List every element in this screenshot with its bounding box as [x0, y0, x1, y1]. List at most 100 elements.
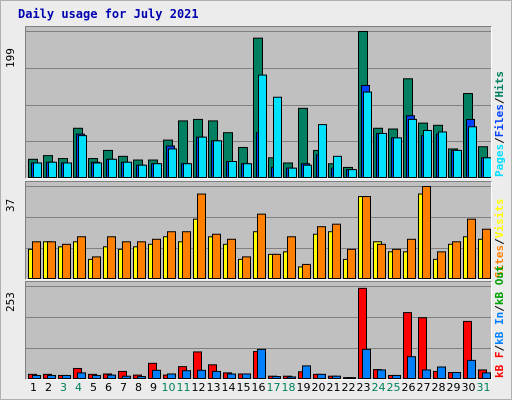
kb-in-bar	[302, 365, 311, 379]
day-label: 13	[206, 381, 221, 394]
sites-bar	[167, 231, 176, 279]
pages-bar	[108, 158, 117, 178]
kb-in-bar	[272, 376, 281, 379]
legend-files: Files	[493, 104, 506, 138]
pages-bar	[213, 140, 222, 178]
pages-bar	[78, 135, 87, 178]
pages-bar	[303, 164, 312, 178]
day-label: 19	[296, 381, 311, 394]
sites-bar	[137, 241, 146, 279]
pages-bar	[363, 91, 372, 178]
sites-bar	[362, 196, 371, 279]
kb-in-bar	[62, 374, 71, 379]
kb-in-bar	[377, 369, 386, 379]
legend-sep: /	[493, 238, 506, 245]
legend-sep: /	[493, 97, 506, 105]
kb-in-bar	[392, 374, 401, 379]
day-label: 27	[416, 381, 431, 394]
visits-max-label: 37	[4, 198, 17, 212]
kb-in-bar	[122, 375, 131, 379]
kb-in-bar	[422, 369, 431, 379]
pages-bar	[93, 162, 102, 178]
pages-bar	[63, 162, 72, 178]
pages-bar	[33, 162, 42, 178]
pages-bar	[288, 167, 297, 178]
legend-kb-f: kB F	[493, 351, 506, 379]
day-label: 24	[371, 381, 386, 394]
kb-in-bar	[362, 348, 371, 379]
pages-bar	[153, 163, 162, 178]
day-label: 16	[251, 381, 266, 394]
pages-bar	[243, 163, 252, 178]
kbytes-legend: kB F/kB In/kB Out	[493, 265, 509, 379]
day-label: 17	[266, 381, 281, 394]
kb-in-bar	[77, 372, 86, 379]
kb-in-bar	[332, 375, 341, 379]
kb-in-bar	[407, 356, 416, 379]
visits-sites-legend: Sites/Visits	[493, 181, 509, 279]
day-label: 10	[161, 381, 176, 394]
sites-bar	[452, 241, 461, 279]
day-label: 20	[311, 381, 326, 394]
day-label: 8	[135, 381, 142, 394]
kb-in-bar	[167, 373, 176, 379]
kbytes-max-label: 253	[4, 292, 17, 312]
kb-in-bar	[92, 374, 101, 379]
pages-bar	[393, 137, 402, 178]
day-label: 1	[30, 381, 37, 394]
kb-in-bar	[212, 370, 221, 379]
sites-bar	[197, 193, 206, 279]
day-label: 30	[461, 381, 476, 394]
sites-bar	[92, 256, 101, 279]
kb-in-bar	[107, 374, 116, 379]
legend-kb-in: kB In	[493, 311, 506, 345]
kb-in-bar	[347, 377, 356, 379]
pages-bar	[438, 131, 447, 178]
day-label: 26	[401, 381, 416, 394]
day-label: 28	[431, 381, 446, 394]
pages-bar	[48, 161, 57, 178]
sites-bar	[152, 238, 161, 279]
sites-bar	[77, 236, 86, 279]
kb-in-bar	[467, 359, 476, 379]
kb-in-bar	[437, 366, 446, 379]
hits-files-pages-legend: Pages/Files/Hits	[493, 26, 509, 177]
sites-bar	[332, 223, 341, 279]
day-label: 3	[60, 381, 67, 394]
day-label: 25	[386, 381, 401, 394]
day-label: 31	[476, 381, 491, 394]
day-label: 29	[446, 381, 461, 394]
day-label: 14	[221, 381, 236, 394]
pages-bar	[483, 157, 491, 178]
kb-in-bar	[32, 374, 41, 379]
day-label: 18	[281, 381, 296, 394]
legend-pages: Pages	[493, 143, 506, 177]
sites-bar	[47, 241, 56, 279]
pages-bar	[138, 164, 147, 178]
kb-in-bar	[137, 376, 146, 379]
day-label: 12	[191, 381, 206, 394]
kb-in-bar	[317, 373, 326, 379]
kb-in-bar	[227, 373, 236, 379]
hits-files-pages-chart	[26, 31, 491, 178]
sites-bar	[32, 241, 41, 279]
kb-in-bar	[197, 369, 206, 379]
day-label: 21	[326, 381, 341, 394]
pages-bar	[273, 96, 282, 178]
legend-visits: Visits	[493, 198, 506, 239]
kb-f-bar	[418, 317, 427, 379]
sites-bar	[482, 228, 491, 279]
sites-bar	[227, 238, 236, 279]
hits-max-label: 199	[4, 48, 17, 68]
sites-bar	[212, 233, 221, 279]
day-label: 11	[176, 381, 191, 394]
pages-bar	[333, 155, 342, 178]
legend-sep: /	[493, 344, 506, 352]
day-label: 15	[236, 381, 251, 394]
sites-bar	[407, 238, 416, 279]
pages-bar	[198, 136, 207, 178]
x-axis-day-labels: 1 2 3 4 5 6 7 8 9 10 11 12 13 14 15 16 17 18 19 20 21 22 23 24 2…	[25, 381, 491, 397]
sites-bar	[302, 263, 311, 279]
pages-bar	[123, 161, 132, 178]
sites-bar	[317, 226, 326, 279]
